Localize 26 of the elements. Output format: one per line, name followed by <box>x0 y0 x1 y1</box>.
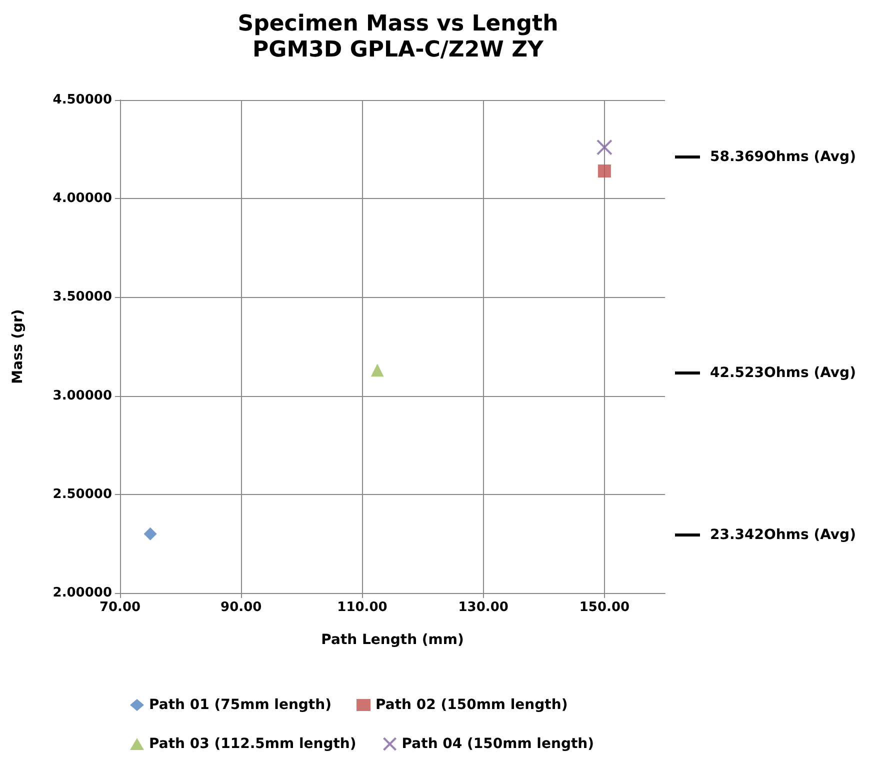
x-tick-label: 150.00 <box>579 600 630 615</box>
legend-label: Path 04 (150mm length) <box>402 736 594 752</box>
y-tick-label: 2.00000 <box>52 586 112 600</box>
text: 23.342Ohms (Avg) <box>710 527 856 543</box>
legend-label: Path 03 (112.5mm length) <box>149 736 356 752</box>
chart-subtitle: PGM3D GPLA-C/Z2W ZY <box>252 38 545 62</box>
y-axis-title: Mass (gr) <box>10 309 26 384</box>
y-tick-label: 4.50000 <box>52 92 112 108</box>
legend-label: Path 02 (150mm length) <box>375 697 568 713</box>
x-tick-label: 90.00 <box>220 600 262 615</box>
y-tick-label: 3.00000 <box>52 388 112 404</box>
legend-label: Path 01 (75mm length) <box>149 697 332 713</box>
chart-title: Specimen Mass vs Length <box>238 12 558 36</box>
x-tick-label: 130.00 <box>458 600 508 615</box>
y-tick-label: 2.50000 <box>52 486 112 502</box>
x-tick-label: 110.00 <box>337 600 388 615</box>
y-tick-label: 3.50000 <box>52 290 112 305</box>
text: 42.523Ohms (Avg) <box>710 365 856 381</box>
point <box>144 527 157 540</box>
x-axis-title: Path Length (mm) <box>321 632 464 648</box>
text: 58.369Ohms (Avg) <box>710 149 856 165</box>
y-tick-label: 4.00000 <box>52 191 112 206</box>
point <box>598 164 611 178</box>
x-tick-label: 70.00 <box>99 600 141 615</box>
point <box>370 364 384 377</box>
point <box>596 139 612 156</box>
